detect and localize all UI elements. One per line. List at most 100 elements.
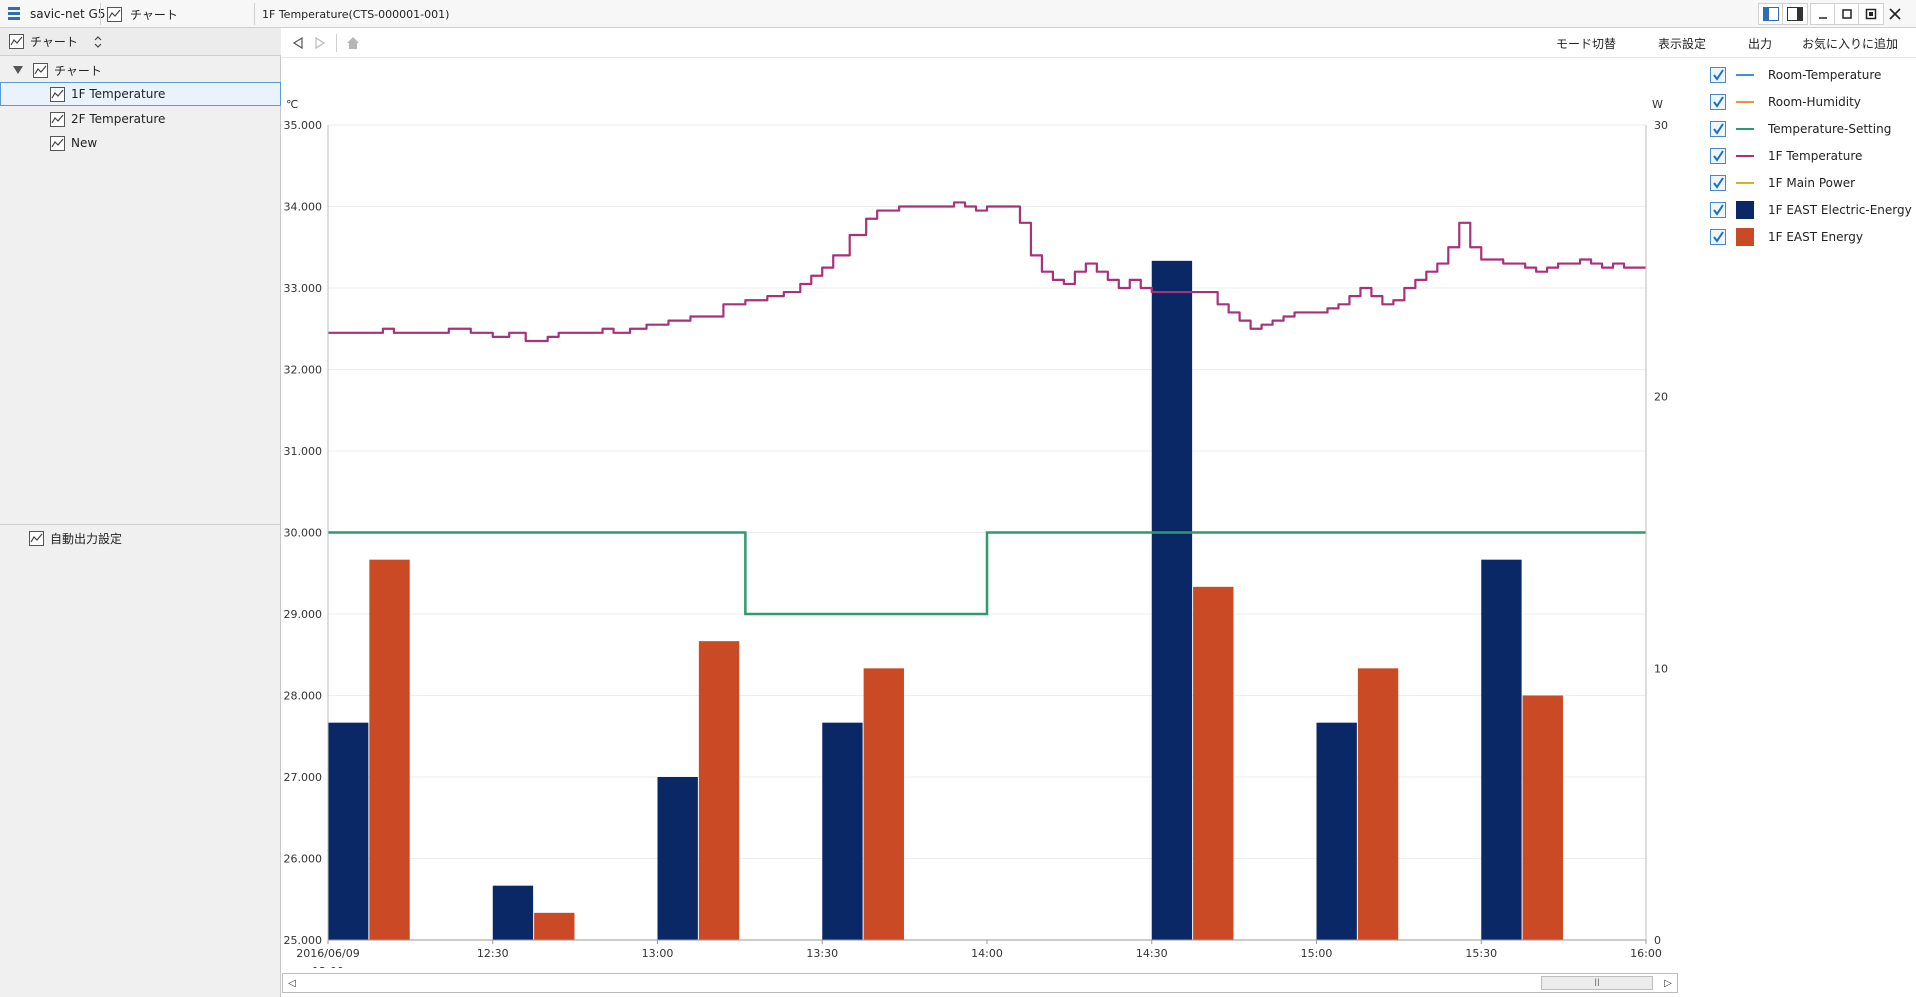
layout-left-icon[interactable] — [1758, 3, 1784, 25]
line-series — [328, 201, 1646, 616]
legend-label: 1F Temperature — [1768, 149, 1863, 163]
app-tab[interactable]: savic-net G5 — [6, 0, 105, 28]
module-tab[interactable]: チャート — [106, 0, 178, 28]
minimize-icon[interactable] — [1810, 3, 1836, 25]
scroll-left-icon[interactable]: ◁ — [288, 977, 296, 989]
maximize-icon[interactable] — [1834, 3, 1860, 25]
restore-icon[interactable] — [1858, 3, 1884, 25]
tree-item-2f-temperature[interactable]: 2F Temperature — [49, 107, 165, 131]
y-right-tick-label: 10 — [1654, 662, 1668, 675]
layout-right-icon[interactable] — [1782, 3, 1808, 25]
bar — [1316, 722, 1357, 940]
chart-icon — [32, 62, 48, 78]
legend-checkbox[interactable] — [1710, 202, 1726, 218]
home-icon[interactable] — [346, 28, 360, 58]
legend-swatch — [1736, 128, 1754, 130]
legend-checkbox[interactable] — [1710, 148, 1726, 164]
legend-item[interactable]: 1F Temperature — [1710, 145, 1862, 167]
savic-logo-icon — [6, 6, 22, 22]
y-left-tick-label: 31.000 — [284, 445, 323, 458]
legend-item[interactable]: 1F Main Power — [1710, 172, 1855, 194]
legend-swatch — [1736, 101, 1754, 103]
y-left-unit: ℃ — [286, 98, 298, 111]
y-left-tick-label: 26.000 — [284, 853, 323, 866]
display-settings-button[interactable]: 表示設定 — [1658, 36, 1707, 51]
x-tick-label: 12:00 — [312, 965, 344, 968]
legend-checkbox[interactable] — [1710, 229, 1726, 245]
legend-checkbox[interactable] — [1710, 121, 1726, 137]
x-tick-label: 15:30 — [1465, 947, 1497, 960]
legend-item[interactable]: Room-Humidity — [1710, 91, 1861, 113]
chart-doc-icon — [49, 86, 65, 102]
y-left-tick-label: 33.000 — [284, 282, 323, 295]
back-icon[interactable] — [292, 28, 304, 58]
tree-item-label: New — [71, 136, 98, 150]
legend-checkbox[interactable] — [1710, 67, 1726, 83]
y-left-tick-label: 28.000 — [284, 690, 323, 703]
divider — [100, 3, 101, 25]
bar — [698, 641, 740, 940]
chart-area: 35.000 34.000 33.000 32.000 31.000 30.000 29.0… — [284, 98, 1669, 968]
module-tab-label: チャート — [130, 7, 178, 22]
x-tick-label: 13:30 — [806, 947, 838, 960]
document-title: 1F Temperature(CTS-000001-001) — [262, 7, 450, 21]
expand-triangle-icon[interactable] — [10, 62, 26, 78]
chart-panel: モード切替 表示設定 出力 お気に入りに追加 35.000 34.000 33.00… — [282, 28, 1916, 997]
legend-label: Room-Humidity — [1768, 95, 1861, 109]
divider — [254, 3, 255, 25]
tree-item-label: 2F Temperature — [71, 112, 166, 126]
sidebar-header-label: チャート — [30, 35, 78, 49]
auto-output-settings[interactable]: 自動出力設定 — [28, 526, 122, 550]
bar — [1151, 260, 1193, 940]
x-tick-label: 14:30 — [1136, 947, 1168, 960]
legend-swatch — [1736, 228, 1754, 246]
bar — [492, 885, 534, 940]
app-name: savic-net G5 — [30, 7, 106, 21]
y-left-tick-label: 25.000 — [284, 934, 323, 947]
bar — [534, 912, 575, 940]
mode-switch-button[interactable]: モード切替 — [1556, 36, 1617, 51]
y-left-tick-label: 34.000 — [284, 201, 323, 214]
chart-doc-icon — [49, 135, 65, 151]
forward-icon[interactable] — [314, 28, 326, 58]
add-favorite-button[interactable]: お気に入りに追加 — [1802, 36, 1899, 51]
close-icon[interactable] — [1882, 3, 1908, 25]
tree-item-new[interactable]: New — [49, 131, 97, 155]
temperature-setting-line — [328, 531, 1646, 616]
top-bar: savic-net G5 チャート 1F Temperature(CTS-000… — [0, 0, 1916, 28]
scroll-thumb[interactable]: ll — [1541, 976, 1653, 990]
auto-output-label: 自動出力設定 — [50, 531, 123, 546]
chart-doc-icon — [49, 111, 65, 127]
1f-temperature-line — [328, 201, 1646, 343]
bar — [1481, 559, 1522, 940]
tree-root[interactable]: チャート — [10, 58, 102, 82]
bar — [657, 777, 698, 940]
legend-label: 1F EAST Energy — [1768, 230, 1863, 244]
legend-checkbox[interactable] — [1710, 175, 1726, 191]
legend-label: 1F Main Power — [1768, 176, 1856, 190]
legend-item[interactable]: Temperature-Setting — [1710, 118, 1891, 140]
sort-updown-icon[interactable] — [90, 34, 106, 50]
bar-series — [328, 260, 1563, 940]
chart-axes: 35.000 34.000 33.000 32.000 31.000 30.000 29.0… — [284, 98, 1669, 968]
legend-checkbox[interactable] — [1710, 94, 1726, 110]
y-left-tick-label: 29.000 — [284, 608, 323, 621]
y-left-tick-label: 35.000 — [284, 119, 323, 132]
sidebar-header[interactable]: チャート — [0, 28, 281, 56]
chart-toolbar: モード切替 表示設定 出力 お気に入りに追加 — [282, 28, 1916, 58]
y-right-unit: W — [1652, 98, 1663, 111]
y-right-tick-label: 0 — [1654, 934, 1661, 947]
legend-item[interactable]: 1F EAST Energy — [1710, 226, 1863, 248]
y-left-tick-label: 30.000 — [284, 527, 323, 540]
legend-item[interactable]: Room-Temperature — [1710, 64, 1881, 86]
chart-icon — [8, 34, 24, 50]
scroll-right-icon[interactable]: ▷ — [1664, 977, 1672, 989]
legend-label: Temperature-Setting — [1768, 122, 1892, 136]
chart-icon — [28, 530, 44, 546]
legend-item[interactable]: 1F EAST Electric-Energy — [1710, 199, 1912, 221]
sidebar-divider — [0, 524, 281, 525]
output-button[interactable]: 出力 — [1748, 36, 1773, 51]
tree-item-1f-temperature[interactable]: 1F Temperature — [0, 82, 281, 106]
horizontal-scrollbar[interactable]: ◁ ll ▷ — [282, 973, 1678, 993]
